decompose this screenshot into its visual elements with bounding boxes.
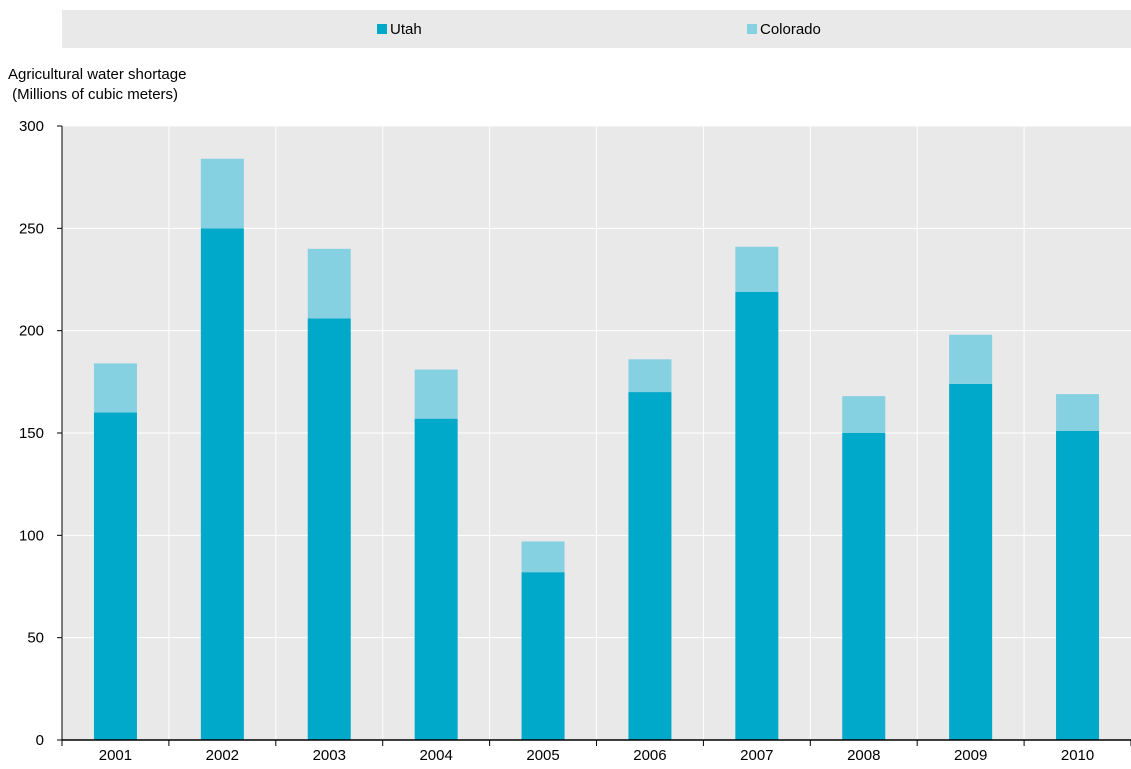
bar-utah (414, 418, 458, 740)
x-tick-label: 2009 (954, 747, 987, 764)
bar-colorado (307, 248, 351, 319)
bar-utah (949, 383, 993, 740)
x-tick-label: 2002 (206, 747, 239, 764)
y-tick-label: 300 (19, 118, 44, 135)
bar-colorado (200, 158, 244, 229)
bar-colorado (842, 396, 886, 433)
bar-utah (307, 318, 351, 740)
legend-item-colorado: Colorado (747, 20, 821, 38)
bar-utah (1056, 430, 1100, 740)
y-axis-title-line1: Agricultural water shortage (8, 66, 187, 83)
bar-colorado (949, 334, 993, 384)
bar-utah (200, 228, 244, 741)
x-tick-label: 2007 (740, 747, 773, 764)
x-tick-label: 2004 (419, 747, 452, 764)
x-tick-label: 2005 (526, 747, 559, 764)
x-tick-label: 2001 (99, 747, 132, 764)
y-axis-title-line2: (Millions of cubic meters) (8, 86, 179, 103)
x-tick-label: 2003 (313, 747, 346, 764)
bar-utah (93, 412, 137, 740)
bar-colorado (628, 359, 672, 393)
y-axis-title: Agricultural water shortage (Millions of… (8, 65, 186, 105)
bar-colorado (521, 541, 565, 573)
legend-swatch-utah (377, 24, 387, 34)
x-tick-label: 2006 (633, 747, 666, 764)
bar-utah (521, 572, 565, 740)
bar-colorado (735, 246, 779, 292)
legend-swatch-colorado (747, 24, 757, 34)
legend: Utah Colorado (62, 10, 1131, 48)
x-tick-label: 2010 (1061, 747, 1094, 764)
x-tick-label: 2008 (847, 747, 880, 764)
bar-utah (735, 291, 779, 740)
y-tick-label: 0 (36, 732, 44, 749)
legend-label-utah: Utah (390, 20, 422, 38)
legend-item-utah: Utah (377, 20, 422, 38)
bar-colorado (414, 369, 458, 419)
y-tick-label: 200 (19, 323, 44, 340)
bar-utah (628, 392, 672, 740)
y-tick-label: 250 (19, 220, 44, 237)
bar-colorado (1056, 394, 1100, 431)
bar-utah (842, 433, 886, 740)
legend-label-colorado: Colorado (760, 20, 821, 38)
y-tick-label: 150 (19, 425, 44, 442)
bar-colorado (93, 363, 137, 413)
y-tick-label: 50 (27, 630, 44, 647)
y-tick-label: 100 (19, 527, 44, 544)
